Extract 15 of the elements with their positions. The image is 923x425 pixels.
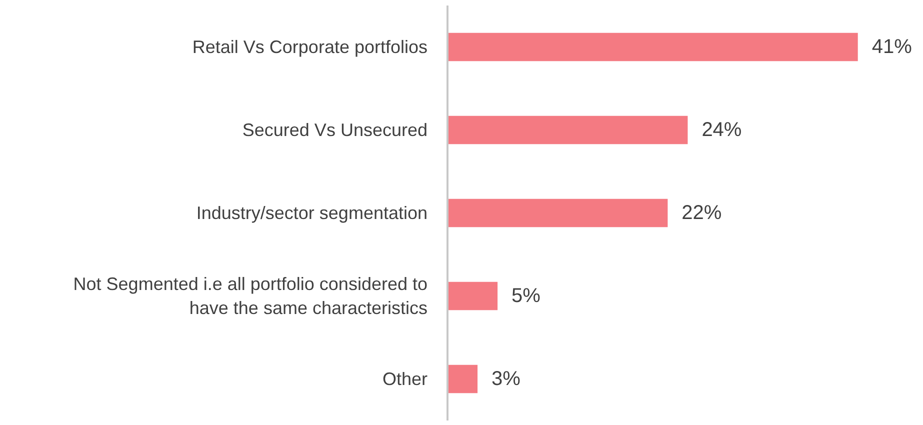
data-label: 22% [682, 202, 722, 224]
y-tick-label: Secured Vs Unsecured [242, 120, 428, 140]
y-tick-label: Industry/sector segmentation [196, 203, 428, 223]
data-label: 5% [512, 285, 541, 307]
bar [448, 282, 498, 310]
bar [448, 116, 688, 144]
data-label: 41% [872, 36, 912, 58]
data-label: 3% [492, 368, 521, 390]
y-tick-label: Retail Vs Corporate portfolios [192, 37, 428, 57]
data-label: 24% [702, 119, 742, 141]
y-tick-label: Not Segmented i.e all portfolio considered to have the same characteristics [73, 274, 428, 318]
bar [448, 364, 478, 394]
y-tick-label: Other [382, 369, 428, 389]
bar [448, 198, 668, 228]
bar [448, 32, 858, 62]
